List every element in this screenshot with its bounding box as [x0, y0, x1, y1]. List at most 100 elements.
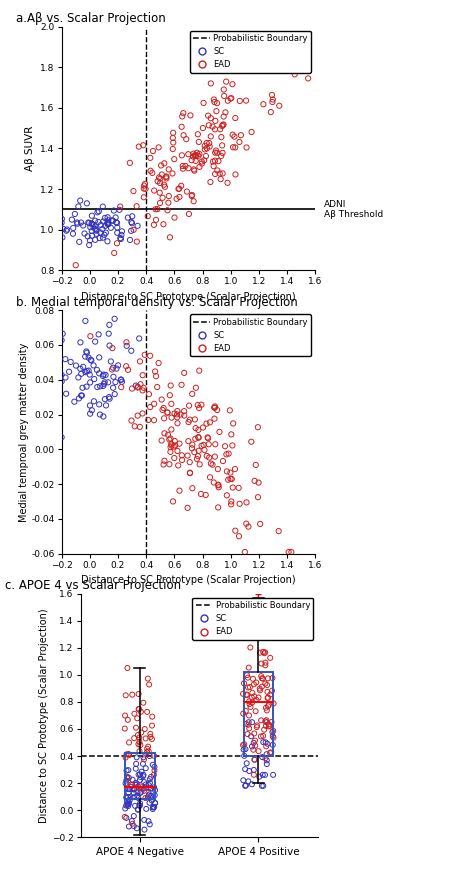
- Point: [130, 782, 137, 797]
- Point: [245, 661, 253, 675]
- Point: [209, 120, 216, 134]
- Point: [266, 630, 273, 644]
- Point: [169, 494, 177, 509]
- Point: [134, 780, 142, 794]
- Point: [266, 746, 273, 760]
- Point: [255, 62, 262, 76]
- Point: [141, 722, 148, 736]
- Point: [251, 474, 258, 488]
- Point: [145, 778, 153, 792]
- Point: [97, 225, 104, 239]
- Point: [194, 149, 202, 163]
- Point: [82, 365, 89, 379]
- Point: [195, 401, 203, 416]
- Point: [125, 748, 133, 762]
- Point: [195, 135, 202, 149]
- Point: [150, 781, 158, 795]
- Point: [189, 387, 196, 401]
- Point: [88, 216, 95, 230]
- Point: [83, 346, 91, 360]
- Point: [106, 338, 113, 353]
- Point: [117, 231, 124, 245]
- Point: [132, 757, 140, 771]
- Point: [109, 369, 117, 384]
- Point: [197, 487, 205, 501]
- Point: [194, 398, 201, 412]
- Point: [196, 147, 203, 161]
- Text: c. APOE 4 vs Scalar Projection: c. APOE 4 vs Scalar Projection: [5, 579, 181, 593]
- Point: [226, 403, 234, 417]
- Point: [206, 139, 213, 153]
- Point: [105, 390, 113, 404]
- Point: [133, 821, 141, 835]
- Point: [264, 672, 272, 686]
- Point: [140, 781, 147, 796]
- Point: [245, 715, 253, 729]
- Point: [58, 212, 66, 226]
- Point: [72, 359, 80, 373]
- Point: [259, 768, 266, 782]
- Point: [266, 688, 274, 702]
- Point: [169, 126, 177, 140]
- Point: [216, 167, 223, 181]
- Point: [253, 720, 261, 734]
- Point: [96, 231, 103, 245]
- Point: [128, 344, 135, 358]
- Point: [219, 167, 227, 181]
- Point: [214, 478, 222, 492]
- Point: [231, 462, 239, 476]
- Point: [218, 149, 225, 163]
- Point: [122, 790, 130, 804]
- Point: [157, 159, 165, 173]
- Point: [135, 803, 142, 817]
- Point: [166, 388, 173, 402]
- Point: [270, 696, 277, 711]
- Point: [148, 732, 155, 746]
- Point: [73, 215, 81, 229]
- Point: [90, 358, 97, 372]
- X-axis label: Distance to SC Prototype (Scalar Projection): Distance to SC Prototype (Scalar Project…: [81, 291, 296, 302]
- Point: [145, 740, 152, 754]
- Point: [244, 680, 252, 695]
- Point: [121, 709, 129, 723]
- Point: [235, 529, 243, 543]
- Point: [218, 130, 225, 144]
- Point: [194, 128, 201, 142]
- Point: [243, 688, 251, 703]
- Point: [201, 143, 209, 157]
- Legend: Probabilistic Boundary, SC, EAD: Probabilistic Boundary, SC, EAD: [190, 315, 311, 356]
- Point: [104, 214, 112, 228]
- Point: [163, 169, 170, 183]
- Point: [254, 420, 262, 434]
- Point: [99, 369, 107, 383]
- Point: [204, 108, 212, 122]
- Point: [141, 347, 148, 361]
- Point: [227, 91, 234, 105]
- Point: [114, 358, 122, 372]
- Point: [128, 817, 136, 831]
- Point: [212, 144, 220, 158]
- Point: [256, 683, 264, 697]
- Point: [201, 153, 208, 167]
- Point: [188, 153, 195, 167]
- Point: [169, 167, 176, 181]
- Point: [211, 437, 219, 451]
- Point: [182, 159, 189, 173]
- Point: [106, 392, 113, 406]
- Point: [228, 494, 235, 509]
- Point: [128, 688, 136, 702]
- Point: [156, 185, 164, 199]
- Point: [77, 335, 84, 349]
- Point: [139, 769, 147, 783]
- Point: [270, 731, 277, 745]
- Point: [258, 779, 265, 793]
- Point: [149, 144, 157, 158]
- Point: [91, 372, 98, 386]
- Point: [88, 224, 96, 238]
- Legend: Probabilistic Boundary, SC, EAD: Probabilistic Boundary, SC, EAD: [190, 31, 311, 73]
- Point: [93, 222, 100, 237]
- Point: [133, 777, 140, 791]
- Point: [113, 216, 121, 230]
- Point: [128, 778, 136, 792]
- Point: [134, 728, 142, 742]
